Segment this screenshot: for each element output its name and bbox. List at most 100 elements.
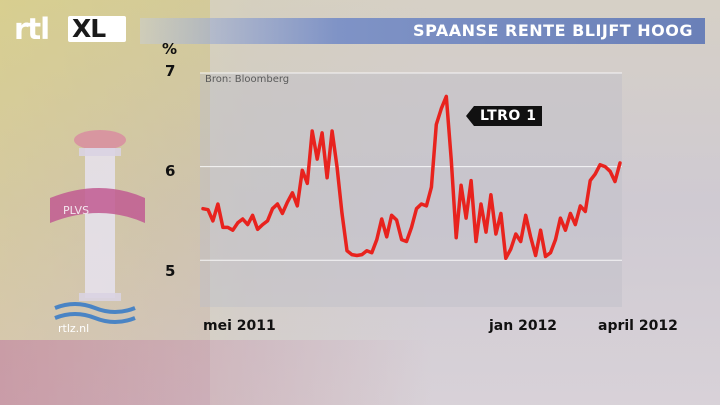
- data-point-44: [420, 202, 423, 206]
- data-point-12: [261, 223, 264, 226]
- annotation-pointer: [466, 106, 474, 126]
- data-point-72: [559, 216, 562, 220]
- data-point-24: [320, 131, 324, 135]
- data-point-21: [306, 182, 309, 185]
- chart-title: SPAANSE RENTE BLIJFT HOOG: [413, 21, 693, 40]
- chart-source: Bron: Bloomberg: [205, 74, 290, 85]
- data-point-57: [484, 230, 488, 234]
- data-point-40: [400, 238, 403, 241]
- footer-site: rtlz.nl: [58, 322, 90, 335]
- data-point-22: [311, 129, 314, 133]
- data-point-25: [325, 176, 329, 179]
- logo-text: rtl: [14, 12, 50, 46]
- y-tick-6: 6: [165, 162, 176, 180]
- data-point-16: [281, 212, 284, 215]
- data-point-73: [564, 229, 567, 232]
- data-point-32: [360, 253, 364, 256]
- data-point-2: [211, 219, 215, 223]
- data-point-1: [206, 208, 210, 211]
- data-point-63: [514, 232, 517, 236]
- data-point-18: [291, 191, 294, 194]
- pillar-crest-icon: PLVS: [50, 130, 145, 324]
- data-point-64: [519, 240, 522, 243]
- data-point-50: [450, 157, 453, 161]
- data-point-14: [271, 207, 274, 210]
- data-point-36: [380, 217, 383, 221]
- data-point-78: [589, 179, 592, 182]
- data-point-15: [276, 202, 279, 206]
- background-bottom-band: [0, 340, 720, 405]
- data-point-55: [474, 240, 478, 243]
- data-point-20: [301, 169, 304, 172]
- data-point-53: [464, 216, 468, 220]
- data-point-51: [455, 236, 458, 239]
- data-point-68: [539, 229, 542, 232]
- data-point-30: [350, 253, 354, 256]
- annotation-ltro1: LTRO 1: [474, 106, 543, 126]
- data-point-37: [385, 235, 388, 238]
- data-point-58: [489, 193, 493, 196]
- data-point-71: [554, 238, 557, 241]
- data-point-46: [430, 186, 433, 189]
- data-point-27: [335, 165, 339, 168]
- data-point-17: [286, 201, 289, 204]
- chart-panel: [200, 73, 622, 307]
- data-point-42: [410, 226, 413, 229]
- data-point-34: [370, 251, 373, 254]
- data-point-5: [226, 226, 229, 229]
- logo-xl-badge: XL: [68, 14, 126, 43]
- data-point-60: [499, 212, 503, 215]
- data-point-74: [569, 212, 572, 215]
- data-point-82: [608, 170, 612, 173]
- data-point-81: [603, 165, 607, 168]
- data-point-62: [509, 247, 512, 251]
- data-point-38: [390, 214, 393, 217]
- data-point-56: [479, 202, 483, 206]
- x-tick-mei-2011: mei 2011: [203, 318, 276, 334]
- data-point-49: [445, 95, 448, 98]
- data-point-35: [375, 238, 378, 241]
- data-point-45: [425, 204, 428, 208]
- data-point-23: [316, 157, 319, 161]
- data-point-43: [415, 207, 418, 210]
- data-point-76: [579, 204, 582, 208]
- data-point-19: [296, 204, 299, 208]
- data-point-10: [251, 214, 254, 217]
- data-point-13: [266, 219, 269, 223]
- series-line: [201, 94, 622, 261]
- svg-text:PLVS: PLVS: [63, 204, 89, 217]
- data-point-6: [231, 229, 234, 232]
- data-point-75: [574, 223, 577, 226]
- y-tick-7: 7: [165, 62, 176, 80]
- data-point-61: [504, 257, 507, 260]
- data-point-84: [618, 161, 622, 165]
- data-point-65: [524, 214, 527, 217]
- data-point-69: [544, 255, 547, 258]
- data-point-48: [440, 107, 443, 110]
- data-point-29: [345, 249, 349, 252]
- data-point-77: [584, 210, 587, 213]
- data-point-8: [241, 217, 244, 221]
- data-point-7: [236, 221, 239, 224]
- data-point-83: [613, 180, 617, 183]
- data-point-11: [256, 228, 259, 231]
- data-point-28: [340, 212, 344, 215]
- data-point-67: [534, 254, 537, 257]
- data-point-59: [494, 232, 498, 236]
- data-point-4: [221, 226, 225, 229]
- data-point-0: [201, 207, 205, 210]
- data-point-47: [435, 123, 438, 126]
- data-point-9: [246, 223, 249, 226]
- data-point-70: [549, 251, 552, 254]
- title-bar: SPAANSE RENTE BLIJFT HOOG: [140, 18, 705, 44]
- y-axis-unit-label: %: [162, 40, 178, 58]
- rtl-xl-logo: rtl XL: [8, 10, 128, 46]
- data-point-66: [529, 235, 532, 238]
- data-point-33: [365, 249, 368, 252]
- data-point-80: [598, 163, 602, 166]
- logo-xl-text: XL: [72, 14, 106, 43]
- data-point-54: [469, 179, 473, 182]
- data-point-3: [216, 202, 220, 206]
- x-tick-april-2012: april 2012: [598, 318, 678, 334]
